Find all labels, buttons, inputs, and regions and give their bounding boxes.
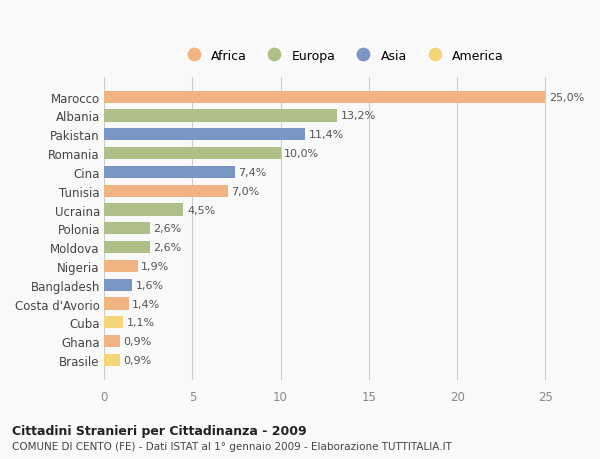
Text: 10,0%: 10,0% <box>284 149 319 159</box>
Text: Cittadini Stranieri per Cittadinanza - 2009: Cittadini Stranieri per Cittadinanza - 2… <box>12 424 307 437</box>
Text: 1,9%: 1,9% <box>141 261 169 271</box>
Bar <box>104 260 137 273</box>
Text: 1,6%: 1,6% <box>136 280 164 290</box>
Text: 25,0%: 25,0% <box>549 92 584 102</box>
Text: 0,9%: 0,9% <box>124 336 152 347</box>
Bar <box>104 91 545 104</box>
Text: 2,6%: 2,6% <box>154 224 182 234</box>
Text: 11,4%: 11,4% <box>309 130 344 140</box>
Text: 1,4%: 1,4% <box>132 299 161 309</box>
Bar <box>104 354 120 366</box>
Bar <box>104 129 305 141</box>
Bar <box>104 317 124 329</box>
Bar <box>104 336 120 347</box>
Bar <box>104 241 150 254</box>
Bar <box>104 185 227 197</box>
Text: 4,5%: 4,5% <box>187 205 215 215</box>
Bar <box>104 298 129 310</box>
Bar <box>104 279 132 291</box>
Legend: Africa, Europa, Asia, America: Africa, Europa, Asia, America <box>176 45 509 67</box>
Bar <box>104 110 337 123</box>
Text: 2,6%: 2,6% <box>154 243 182 252</box>
Bar <box>104 148 281 160</box>
Text: 7,0%: 7,0% <box>231 186 259 196</box>
Bar <box>104 167 235 179</box>
Bar <box>104 223 150 235</box>
Bar <box>104 204 184 216</box>
Text: 0,9%: 0,9% <box>124 355 152 365</box>
Text: 7,4%: 7,4% <box>238 168 266 178</box>
Text: 13,2%: 13,2% <box>341 111 376 121</box>
Text: 1,1%: 1,1% <box>127 318 155 328</box>
Text: COMUNE DI CENTO (FE) - Dati ISTAT al 1° gennaio 2009 - Elaborazione TUTTITALIA.I: COMUNE DI CENTO (FE) - Dati ISTAT al 1° … <box>12 441 452 451</box>
